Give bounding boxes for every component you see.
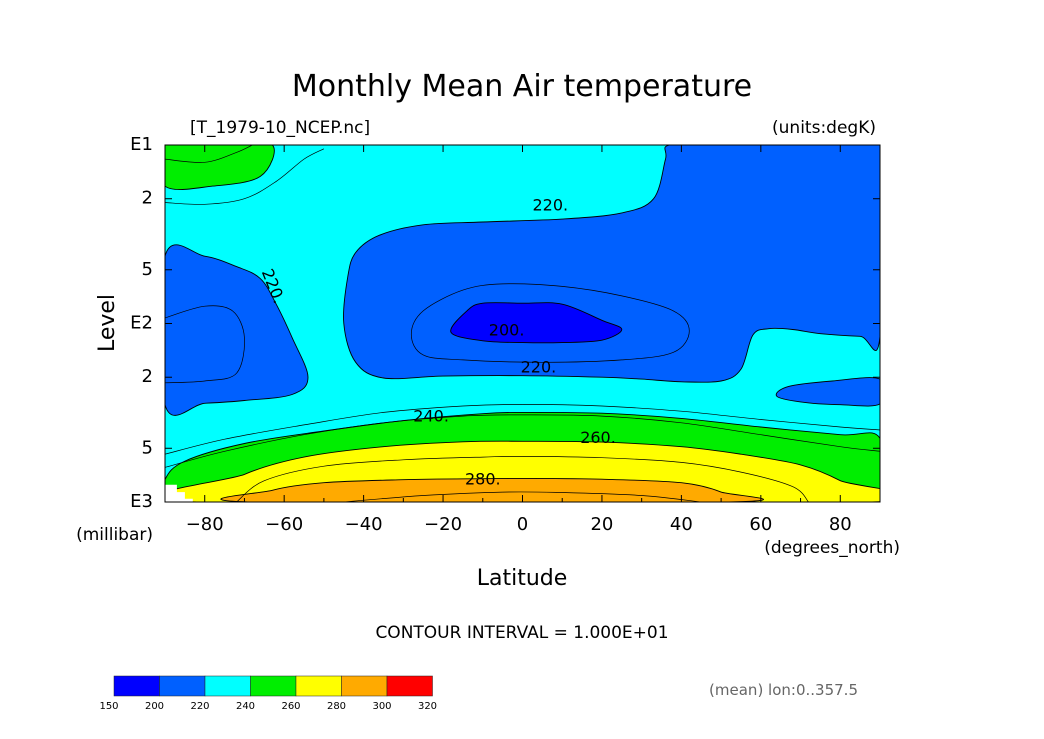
- contour-band--200: [450, 302, 623, 344]
- contour-line: [165, 404, 880, 455]
- colorbar-swatch: [204, 675, 251, 697]
- x-axis-units: (degrees_north): [764, 538, 900, 558]
- x-tick-label: 0: [517, 514, 528, 535]
- x-tick-label: 80: [829, 514, 852, 535]
- contour-interval: CONTOUR INTERVAL = 1.000E+01: [375, 623, 668, 643]
- x-tick-label: −40: [345, 514, 383, 535]
- contour-band-280-300: [220, 477, 764, 502]
- contour-line: [165, 145, 253, 163]
- contour-label: 220.: [532, 196, 568, 215]
- y-tick-label: 5: [142, 259, 153, 280]
- x-axis-title: Latitude: [477, 566, 568, 591]
- colorbar-swatch: [250, 675, 297, 697]
- x-tick-label: 20: [590, 514, 613, 535]
- contour-line: [343, 491, 702, 502]
- contour-line: [410, 283, 690, 363]
- colorbar-swatch: [341, 675, 388, 697]
- y-axis-units: (millibar): [76, 525, 153, 545]
- colorbar-label: 300: [372, 701, 391, 712]
- contour-band-200-220: [165, 244, 309, 416]
- colorbar-legend: 150 200 220 240 260 280 300 320: [99, 675, 437, 712]
- units-label: (units:degK): [772, 118, 876, 138]
- y-tick-label: E2: [130, 313, 153, 334]
- colorbar-swatch: [113, 675, 160, 697]
- contour-lines: [165, 145, 880, 502]
- colorbar-swatch: [386, 675, 433, 697]
- contour-label: 280.: [465, 470, 501, 489]
- colorbar-label: 150: [99, 701, 118, 712]
- y-tick-label: E3: [130, 491, 153, 512]
- colorbar-label: 280: [327, 701, 346, 712]
- contour-label: 220.: [521, 358, 557, 377]
- y-tick-label: 2: [142, 188, 153, 209]
- colorbar-label: 220: [190, 701, 209, 712]
- contour-label: 200.: [489, 320, 525, 339]
- mean-note: (mean) lon:0..357.5: [709, 681, 858, 699]
- contour-band-missing: [165, 484, 193, 502]
- y-tick-label: 5: [142, 437, 153, 458]
- y-tick-label: 2: [142, 366, 153, 387]
- colorbar-swatch: [295, 675, 342, 697]
- x-tick-label: −60: [265, 514, 303, 535]
- x-tick-label: −20: [424, 514, 462, 535]
- colorbar-swatch: [159, 675, 206, 697]
- colorbar-label: 200: [145, 701, 164, 712]
- axis-ticks: −80 −60 −40 −20 0 20 40 60 80 E1 2 5 E2 2 5 E3: [130, 134, 881, 535]
- y-tick-label: E1: [130, 134, 153, 155]
- colorbar-label: 320: [418, 701, 437, 712]
- colorbar-label: 240: [236, 701, 255, 712]
- plot-area: 220.220.200.220.240.260.280. −80 −60 −40 −2…: [130, 134, 881, 535]
- colorbar-label: 260: [281, 701, 300, 712]
- contour-band-200-220: [775, 377, 880, 407]
- contour-labels: 220.220.200.220.240.260.280.: [258, 196, 616, 489]
- contour-label: 240.: [413, 407, 449, 426]
- x-tick-label: 60: [749, 514, 772, 535]
- contour-line: [165, 414, 880, 468]
- x-tick-label: 40: [670, 514, 693, 535]
- contour-label: 260.: [580, 428, 616, 447]
- contour-line: [236, 455, 809, 502]
- contour-fills: [165, 145, 880, 502]
- chart-title: Monthly Mean Air temperature: [292, 69, 752, 104]
- contour-band-240-260: [165, 145, 275, 191]
- contour-line: [165, 305, 245, 384]
- contour-line: [165, 148, 325, 205]
- x-tick-label: −80: [186, 514, 224, 535]
- dataset-filename: [T_1979-10_NCEP.nc]: [190, 118, 370, 138]
- y-axis-title: Level: [95, 294, 120, 352]
